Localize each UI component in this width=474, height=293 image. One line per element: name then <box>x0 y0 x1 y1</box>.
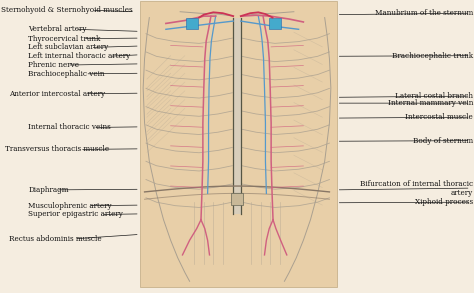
Text: Brachiocephalic trunk: Brachiocephalic trunk <box>392 52 473 60</box>
Text: Sternohyoid & Sternohyoid muscles: Sternohyoid & Sternohyoid muscles <box>1 6 133 14</box>
Text: Transversus thoracis muscle: Transversus thoracis muscle <box>5 145 109 154</box>
Text: Lateral costal branch: Lateral costal branch <box>395 92 473 100</box>
Text: Internal mammary vein: Internal mammary vein <box>388 99 473 107</box>
Text: Musculophrenic artery: Musculophrenic artery <box>28 202 112 210</box>
Bar <box>269 18 281 29</box>
Text: Xiphoid process: Xiphoid process <box>415 198 473 206</box>
Text: Brachiocephalic vein: Brachiocephalic vein <box>28 70 105 78</box>
Text: Phrenic nerve: Phrenic nerve <box>28 61 80 69</box>
Bar <box>140 1 337 287</box>
Text: Rectus abdominis muscle: Rectus abdominis muscle <box>9 235 102 243</box>
Text: Thyrocervical trunk: Thyrocervical trunk <box>28 35 101 43</box>
Text: Vertebral artery: Vertebral artery <box>28 25 87 33</box>
Text: Manubrium of the sternum: Manubrium of the sternum <box>375 9 473 17</box>
Text: Left subclavian artery: Left subclavian artery <box>28 43 109 52</box>
Bar <box>186 18 198 29</box>
Bar <box>233 18 241 214</box>
Text: Body of sternum: Body of sternum <box>413 137 473 145</box>
Bar <box>231 193 243 205</box>
Text: Intercostal muscle: Intercostal muscle <box>405 113 473 121</box>
Text: Diaphragm: Diaphragm <box>28 186 69 194</box>
Text: Bifurcation of internal thoracic
artery: Bifurcation of internal thoracic artery <box>360 180 473 197</box>
Text: Left internal thoracic artery: Left internal thoracic artery <box>28 52 131 60</box>
Text: Superior epigastric artery: Superior epigastric artery <box>28 210 123 219</box>
Text: Anterior intercostal artery: Anterior intercostal artery <box>9 90 106 98</box>
Text: Internal thoracic veins: Internal thoracic veins <box>28 123 111 132</box>
